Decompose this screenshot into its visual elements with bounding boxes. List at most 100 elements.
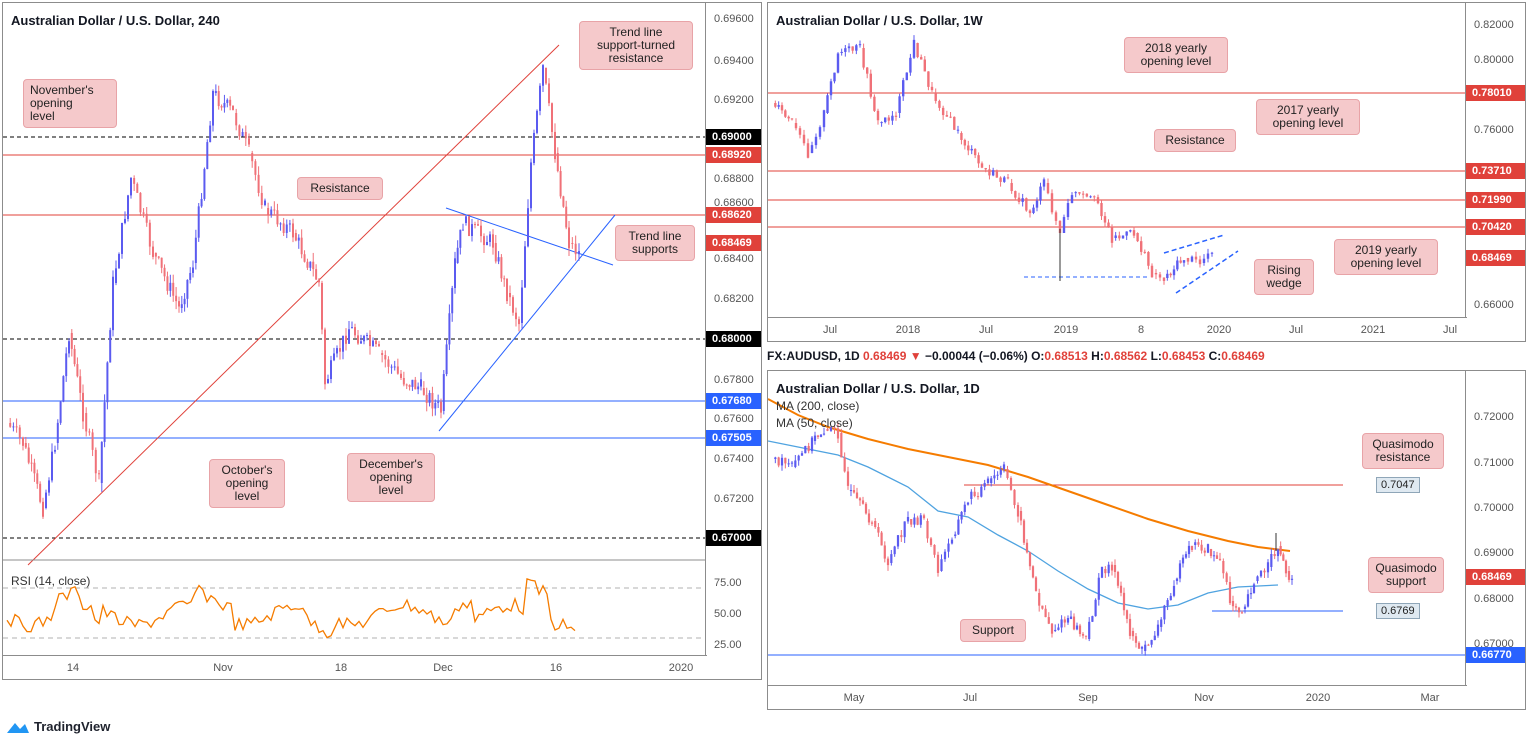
candle-body xyxy=(411,379,414,387)
candle-body xyxy=(169,282,172,291)
candle-body xyxy=(405,384,408,386)
candle-body xyxy=(1034,577,1038,591)
price-tag-resistance: 0.68620 xyxy=(706,207,761,223)
xtick: 16 xyxy=(549,662,563,674)
candle-body xyxy=(957,519,960,535)
candle-body xyxy=(297,237,300,241)
tradingview-brand[interactable]: TradingView xyxy=(6,719,110,734)
candle-body xyxy=(884,117,887,123)
candle-body xyxy=(1169,595,1172,601)
candle-body xyxy=(916,517,919,525)
candle-body xyxy=(909,57,912,73)
candle-body xyxy=(846,471,850,486)
candle-body xyxy=(1134,636,1138,643)
candle-body xyxy=(22,437,24,446)
candle-body xyxy=(996,474,999,476)
candle-body xyxy=(898,96,901,113)
candle-body xyxy=(1158,274,1162,278)
candle-body xyxy=(1276,549,1280,557)
candle-body xyxy=(390,366,393,368)
ytick: 0.67800 xyxy=(714,374,754,386)
chart-title-weekly: Australian Dollar / U.S. Dollar, 1W xyxy=(776,13,983,28)
ohlc-close: 0.68469 xyxy=(1221,349,1265,363)
candle-body xyxy=(339,348,341,352)
candle-body xyxy=(1041,605,1044,609)
candle-body xyxy=(396,366,399,374)
candle-body xyxy=(849,490,853,492)
candle-body xyxy=(342,335,344,352)
candle-body xyxy=(36,473,39,484)
candle-body xyxy=(970,491,973,499)
candle-body xyxy=(787,463,790,465)
candle-body xyxy=(954,534,957,536)
price-tag-2018-open: 0.78010 xyxy=(1466,85,1525,101)
candle-body xyxy=(1104,569,1107,574)
time-axis-4h[interactable]: 14 Nov 18 Dec 16 2020 xyxy=(3,655,707,679)
candle-body xyxy=(59,401,62,423)
candle-body xyxy=(934,93,937,101)
candle-body xyxy=(826,95,829,113)
trendline-support-turned-resistance xyxy=(27,44,560,566)
candle-body xyxy=(916,43,919,58)
candle-body xyxy=(940,559,943,571)
candle-body xyxy=(945,115,949,117)
xtick: 14 xyxy=(66,662,80,674)
xtick: 2018 xyxy=(895,324,921,336)
candle-body xyxy=(1025,542,1029,553)
candle-body xyxy=(784,110,787,117)
candle-body xyxy=(160,257,163,268)
ohlc-low: 0.68453 xyxy=(1161,349,1206,363)
candle-body xyxy=(1162,277,1166,281)
candle-body xyxy=(1144,644,1147,651)
price-axis-weekly[interactable]: 0.82000 0.80000 0.76000 0.66000 0.78010 … xyxy=(1465,3,1525,341)
candle-body xyxy=(833,427,836,429)
candle-body xyxy=(902,80,905,97)
chart-weekly-canvas[interactable] xyxy=(768,3,1526,342)
candle-body xyxy=(192,267,194,273)
candle-body xyxy=(94,449,97,474)
chart-panel-daily[interactable]: Australian Dollar / U.S. Dollar, 1D MA (… xyxy=(767,370,1526,710)
candle-body xyxy=(1128,618,1132,636)
candle-body xyxy=(1140,241,1143,252)
xtick: Jul xyxy=(822,324,838,336)
ma200-legend: MA (200, close) xyxy=(776,399,860,413)
candle-body xyxy=(810,145,814,153)
candle-body xyxy=(990,478,993,483)
candle-body xyxy=(527,208,529,247)
chart-daily-canvas[interactable] xyxy=(768,371,1526,710)
chart-panel-4h[interactable]: Australian Dollar / U.S. Dollar, 240 0.6… xyxy=(2,2,762,680)
candle-body xyxy=(1081,633,1085,636)
candle-body xyxy=(1107,564,1110,574)
candle-body xyxy=(152,246,154,257)
time-axis-daily[interactable]: May Jul Sep Nov 2020 Mar xyxy=(768,685,1467,709)
candle-body xyxy=(1147,644,1150,646)
candle-body xyxy=(471,224,473,236)
candle-body xyxy=(780,457,784,466)
candle-body xyxy=(1215,555,1219,559)
ytick: 0.68400 xyxy=(714,253,754,265)
candle-body xyxy=(448,313,451,345)
candle-body xyxy=(1290,578,1294,580)
candle-body xyxy=(183,298,186,305)
candle-body xyxy=(1186,258,1190,262)
price-tag-last: 0.68469 xyxy=(1466,569,1525,585)
candle-body xyxy=(844,48,847,52)
time-axis-weekly[interactable]: Jul 2018 Jul 2019 8 2020 Jul 2021 Jul xyxy=(768,317,1467,341)
candle-body xyxy=(787,116,790,119)
candle-body xyxy=(324,329,326,385)
price-axis-daily[interactable]: 0.72000 0.71000 0.70000 0.69000 0.68000 … xyxy=(1465,371,1525,709)
candle-body xyxy=(1054,629,1057,631)
chart-4h-canvas[interactable] xyxy=(3,3,762,680)
candle-body xyxy=(1125,610,1129,619)
chart-panel-weekly[interactable]: Australian Dollar / U.S. Dollar, 1W 0.82… xyxy=(767,2,1526,342)
candle-body xyxy=(960,511,963,520)
candle-body xyxy=(1209,549,1213,557)
candle-body xyxy=(321,283,323,330)
candle-body xyxy=(858,498,862,501)
candle-body xyxy=(1287,571,1291,580)
candle-body xyxy=(209,125,212,143)
price-axis-4h[interactable]: 0.69600 0.69400 0.69200 0.68800 0.68600 … xyxy=(705,3,761,679)
candle-body xyxy=(1178,563,1182,579)
ytick: 0.67200 xyxy=(714,493,754,505)
candle-body xyxy=(1114,235,1117,238)
